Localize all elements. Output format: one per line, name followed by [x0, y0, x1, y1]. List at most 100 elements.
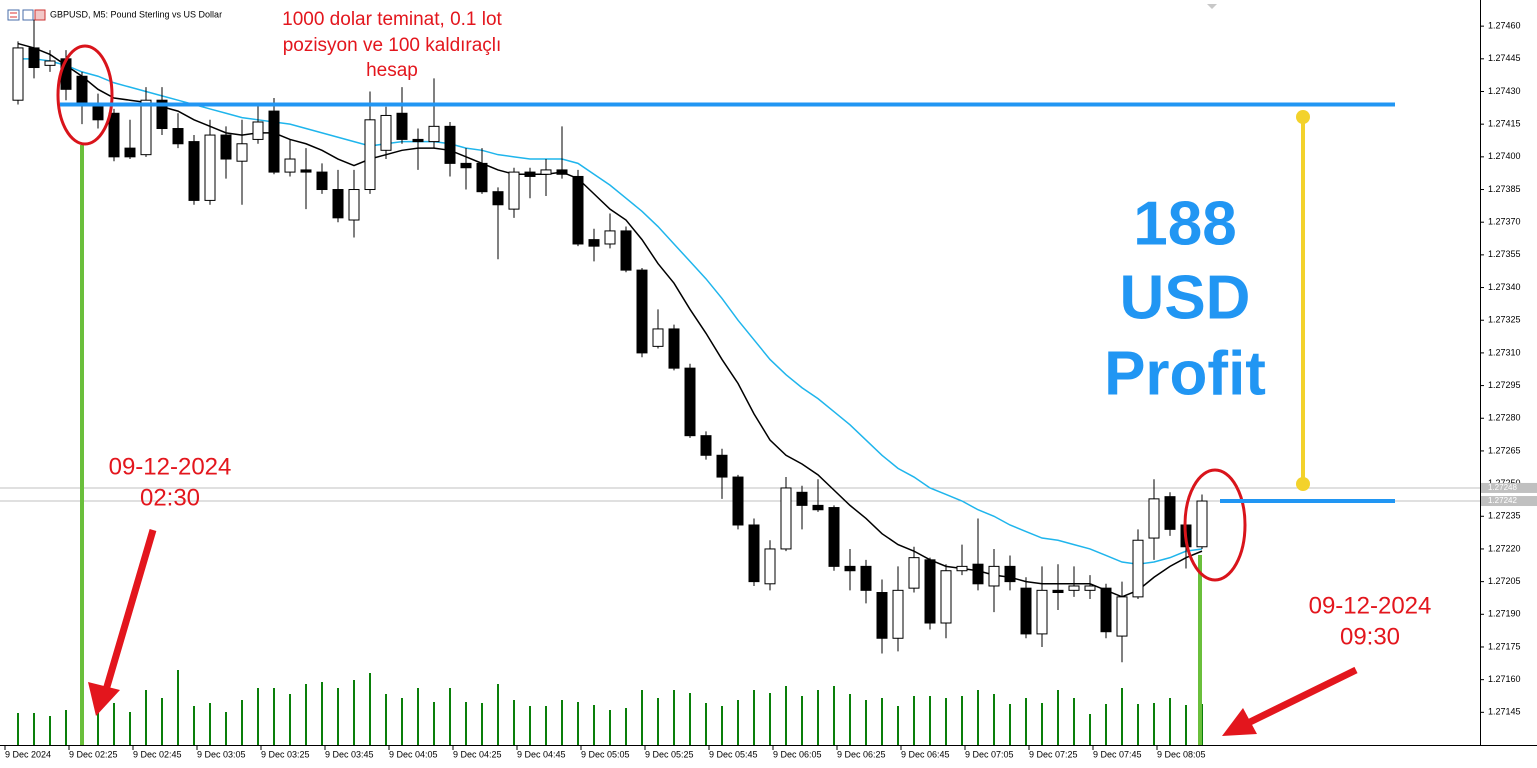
candle-body [1132, 539, 1144, 598]
volume-bar [1089, 714, 1091, 745]
y-tick-label: 1.27415 [1488, 119, 1521, 129]
candle-body [284, 158, 296, 173]
candle-body [492, 191, 504, 206]
candle-body [1196, 500, 1208, 548]
volume-bar [1137, 704, 1139, 745]
candle-body [732, 476, 744, 526]
y-tick-label: 1.27190 [1488, 609, 1521, 619]
x-tick-label: 9 Dec 03:45 [325, 749, 374, 759]
candle-body [988, 565, 1000, 587]
note: hesap [366, 60, 418, 81]
candle-body [428, 125, 440, 143]
volume-bar [209, 703, 211, 745]
volume-bar [961, 696, 963, 745]
volume-bar [369, 673, 371, 745]
entry-date: 09-12-2024 [109, 453, 232, 480]
volume-bar [1009, 704, 1011, 745]
y-tick-label: 1.27460 [1488, 21, 1521, 31]
volume-bar [257, 688, 259, 745]
volume-bar [673, 690, 675, 745]
volume-bar [1105, 704, 1107, 745]
volume-bar [641, 690, 643, 745]
candle-body [668, 328, 680, 369]
volume-bar [401, 698, 403, 745]
note: 1000 dolar teminat, 0.1 lot [282, 9, 502, 30]
candle-body [1100, 587, 1112, 633]
x-tick-label: 9 Dec 06:25 [837, 749, 886, 759]
volume-bar [817, 690, 819, 745]
x-tick-label: 9 Dec 02:25 [69, 749, 118, 759]
x-tick-label: 9 Dec 02:45 [133, 749, 182, 759]
y-tick-label: 1.27160 [1488, 674, 1521, 684]
volume-bar [321, 682, 323, 745]
y-tick-label: 1.27235 [1488, 511, 1521, 521]
volume-bar [1121, 688, 1123, 745]
volume-bar [241, 700, 243, 745]
volume-bar [433, 702, 435, 745]
volume-bar [753, 690, 755, 745]
volume-bar [305, 684, 307, 745]
volume-bar [929, 696, 931, 745]
x-tick-label: 9 Dec 03:05 [197, 749, 246, 759]
y-tick-label: 1.27370 [1488, 217, 1521, 227]
profit-text: 188 [1133, 189, 1236, 258]
volume-bar [897, 706, 899, 745]
volume-bar [17, 713, 19, 745]
candle-body [124, 147, 136, 158]
volume-bar [993, 694, 995, 745]
volume-bar [1057, 690, 1059, 745]
volume-bar [977, 690, 979, 745]
candle-body [1116, 596, 1128, 637]
x-tick-label: 9 Dec 07:25 [1029, 749, 1078, 759]
volume-bar [161, 698, 163, 745]
volume-bar [49, 716, 51, 745]
candle-body [28, 47, 40, 69]
candle-body [412, 138, 424, 143]
candle-body [1036, 589, 1048, 635]
y-tick-label: 1.27265 [1488, 445, 1521, 455]
price-label-bg [1481, 496, 1537, 507]
measure-dot [1296, 477, 1310, 491]
volume-bar [625, 708, 627, 745]
candle-body [940, 570, 952, 624]
arrow-head [1222, 708, 1257, 736]
volume-bar [513, 700, 515, 745]
volume-bar [769, 693, 771, 745]
candle-body [652, 328, 664, 347]
volume-bar [417, 688, 419, 745]
header-icons [7, 9, 46, 21]
y-tick-label: 1.27205 [1488, 576, 1521, 586]
icon [34, 9, 46, 21]
candle-body [572, 175, 584, 245]
volume-bar [609, 710, 611, 745]
volume-bar [833, 686, 835, 745]
x-tick-label: 9 Dec 04:25 [453, 749, 502, 759]
volume-bar [481, 703, 483, 745]
volume-bar [529, 706, 531, 745]
candle-body [860, 565, 872, 591]
icon [7, 9, 20, 21]
candle-body [204, 134, 216, 201]
candle-body [620, 230, 632, 271]
volume-bar [737, 700, 739, 745]
y-tick-label: 1.27220 [1488, 543, 1521, 553]
volume-bar [1025, 698, 1027, 745]
x-tick-label: 9 Dec 04:05 [389, 749, 438, 759]
candle-body [604, 230, 616, 245]
volume-bar [1153, 703, 1155, 745]
x-tick-label: 9 Dec 07:45 [1093, 749, 1142, 759]
y-tick-label: 1.27310 [1488, 347, 1521, 357]
x-tick-label: 9 Dec 07:05 [965, 749, 1014, 759]
measure-dot [1296, 110, 1310, 124]
y-tick-label: 1.27325 [1488, 315, 1521, 325]
candle-body [444, 125, 456, 164]
candle-body [220, 134, 232, 160]
volume-bar [561, 700, 563, 745]
candle-body [380, 114, 392, 151]
candle-body [636, 269, 648, 354]
candle-body [236, 143, 248, 162]
candle-body [700, 435, 712, 456]
candle-body [508, 171, 520, 210]
x-tick-label: 9 Dec 03:25 [261, 749, 310, 759]
volume-bar [145, 690, 147, 745]
